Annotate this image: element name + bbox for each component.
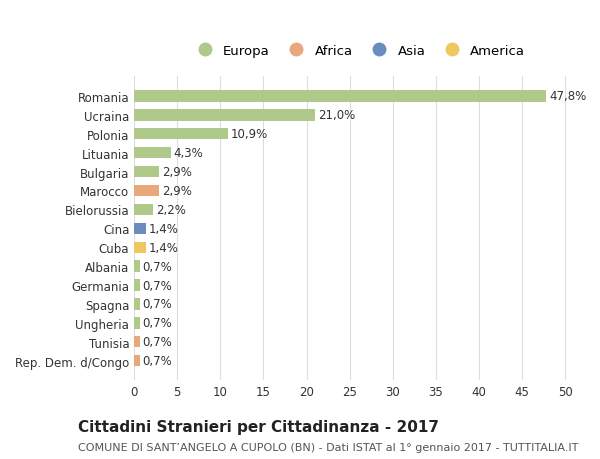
Text: COMUNE DI SANT’ANGELO A CUPOLO (BN) - Dati ISTAT al 1° gennaio 2017 - TUTTITALIA: COMUNE DI SANT’ANGELO A CUPOLO (BN) - Da… [78, 442, 578, 452]
Text: 4,3%: 4,3% [174, 147, 203, 160]
Text: 0,7%: 0,7% [143, 317, 172, 330]
Text: 0,7%: 0,7% [143, 279, 172, 292]
Bar [134, 167, 159, 178]
Bar [134, 129, 228, 140]
Text: 0,7%: 0,7% [143, 298, 172, 311]
Text: 1,4%: 1,4% [149, 241, 179, 254]
Text: Cittadini Stranieri per Cittadinanza - 2017: Cittadini Stranieri per Cittadinanza - 2… [78, 419, 439, 434]
Bar [134, 318, 140, 329]
Bar [134, 336, 140, 347]
Bar [134, 223, 146, 235]
Legend: Europa, Africa, Asia, America: Europa, Africa, Asia, America [191, 45, 526, 57]
Text: 0,7%: 0,7% [143, 354, 172, 367]
Text: 2,9%: 2,9% [162, 185, 191, 197]
Text: 2,9%: 2,9% [162, 166, 191, 179]
Bar [134, 355, 140, 367]
Text: 1,4%: 1,4% [149, 222, 179, 235]
Text: 0,7%: 0,7% [143, 336, 172, 348]
Bar [134, 185, 159, 197]
Bar [134, 148, 171, 159]
Bar [134, 280, 140, 291]
Text: 2,2%: 2,2% [155, 203, 185, 216]
Bar [134, 110, 315, 121]
Text: 0,7%: 0,7% [143, 260, 172, 273]
Text: 21,0%: 21,0% [318, 109, 355, 122]
Bar [134, 261, 140, 272]
Bar [134, 299, 140, 310]
Text: 10,9%: 10,9% [231, 128, 268, 141]
Bar [134, 242, 146, 253]
Bar [134, 91, 547, 102]
Text: 47,8%: 47,8% [549, 90, 586, 103]
Bar [134, 204, 153, 216]
